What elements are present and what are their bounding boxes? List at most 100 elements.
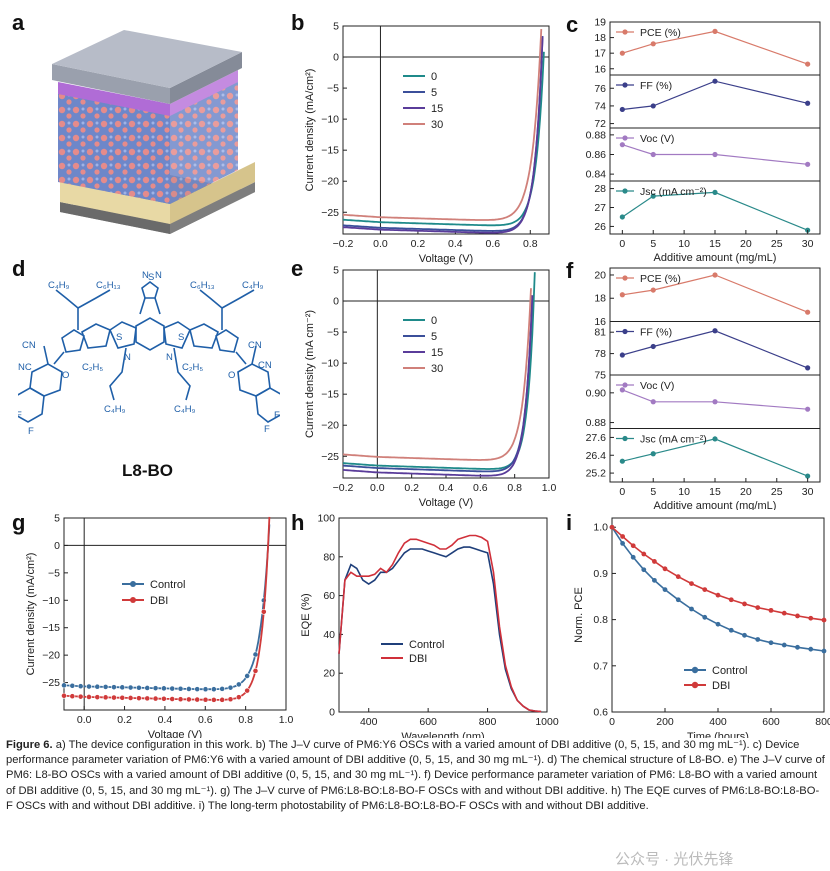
legend-marker [622,82,628,88]
data-point [805,473,811,479]
params-chart-pm6y6: 19 18 17 16 PCE (%) 76 74 72 FF (%) 0.88 0.86 0.84 V… [586,17,821,264]
data-point [712,78,718,84]
series-line-0 [342,272,536,470]
svg-text:N: N [142,270,149,281]
svg-text:S: S [116,332,122,343]
legend-marker [130,597,136,603]
data-point [715,592,721,598]
subplot-line [622,30,808,65]
data-point [715,621,721,627]
legend-label-DBI: DBI [712,680,730,692]
svg-text:CN: CN [258,360,272,371]
data-point [160,685,167,692]
data-point [136,684,142,691]
y-tick-label: 0 [329,707,335,719]
subplot-label: Voc (V) [640,133,674,145]
data-point [177,696,184,703]
data-point [805,61,811,67]
data-point [127,684,134,691]
x-axis-label: Voltage (V) [419,497,473,509]
data-point [652,559,657,564]
svg-text:NC: NC [18,362,32,373]
y-tick-label: 26 [594,221,606,233]
x-tick-label: 0.6 [486,238,501,250]
data-point [185,686,192,692]
x-tick-label: 600 [762,716,780,728]
legend-marker [622,382,628,388]
data-point [235,694,242,701]
svg-text:C₆H₁₃: C₆H₁₃ [190,280,215,291]
x-tick-label: 25 [771,486,783,498]
data-point [260,608,267,615]
data-point [227,696,234,703]
series-line-DBI [611,526,825,621]
svg-text:CN: CN [22,340,36,351]
svg-text:C₂H₅: C₂H₅ [182,362,203,373]
y-tick-label: 75 [594,370,606,382]
x-tick-label: 800 [815,716,830,728]
x-tick-label: 30 [802,486,814,498]
data-point [94,694,101,701]
data-point [111,684,117,691]
y-tick-label: 16 [594,63,606,75]
x-tick-label: 10 [678,486,690,498]
plot-frame [63,517,287,711]
data-point [219,696,226,703]
data-point [194,696,201,703]
y-tick-label: 27.6 [586,432,607,444]
x-tick-label: 400 [709,716,727,728]
data-point [619,50,625,56]
subplot-label: FF (%) [640,80,672,92]
legend-marker [622,275,628,281]
svg-text:C₆H₁₃: C₆H₁₃ [96,280,121,291]
data-point [742,632,747,638]
data-point [630,554,636,560]
subplot-line [622,191,808,231]
y-tick-label: 0.7 [593,660,608,672]
y-tick-label: 78 [594,348,606,360]
y-tick-label: −10 [321,114,339,126]
x-tick-label: 400 [360,716,378,728]
series-line-5 [342,36,544,232]
x-tick-label: 0 [619,486,625,498]
data-point [86,694,92,700]
y-tick-label: 20 [323,668,335,680]
data-point [805,309,811,315]
data-point [650,399,656,405]
y-tick-label: −15 [321,145,339,157]
figure-caption: Figure 6. a) The device configuration in… [6,738,826,814]
data-point [619,142,625,148]
data-point [650,41,656,47]
svg-text:F: F [28,426,34,437]
data-point [152,695,159,702]
x-tick-label: 1000 [535,716,559,728]
y-tick-label: 18 [594,293,606,305]
data-point [61,682,67,689]
legend-label-DBI: DBI [409,653,427,665]
data-point [712,272,718,278]
x-tick-label: 0.8 [507,482,522,494]
svg-text:O: O [62,370,69,381]
data-point [662,566,668,572]
y-tick-label: −25 [321,451,339,463]
data-point [119,694,126,701]
x-tick-label: 0.0 [370,482,385,494]
data-point [169,696,176,702]
x-tick-label: 0.4 [439,482,454,494]
legend-label-Control: Control [150,579,185,591]
data-point [69,693,76,700]
y-tick-label: 1.0 [593,522,608,534]
legend-marker [691,681,699,689]
svg-text:O: O [228,370,235,381]
data-point [210,696,217,703]
panel-label-i: i [566,510,573,535]
panel-label-a: a [12,10,25,35]
plot-frame [338,517,548,713]
data-point [808,615,814,621]
jv-chart-pm6y6: −0.2 0.0 0.2 0.4 0.6 0.8 5 0 −5 −10 −15 −20 −25 Volta… [304,21,550,265]
series-line-30 [342,288,532,461]
panel-label-g: g [12,510,26,535]
data-point [61,692,67,699]
data-point [620,534,625,539]
y-tick-label: 80 [323,551,335,563]
